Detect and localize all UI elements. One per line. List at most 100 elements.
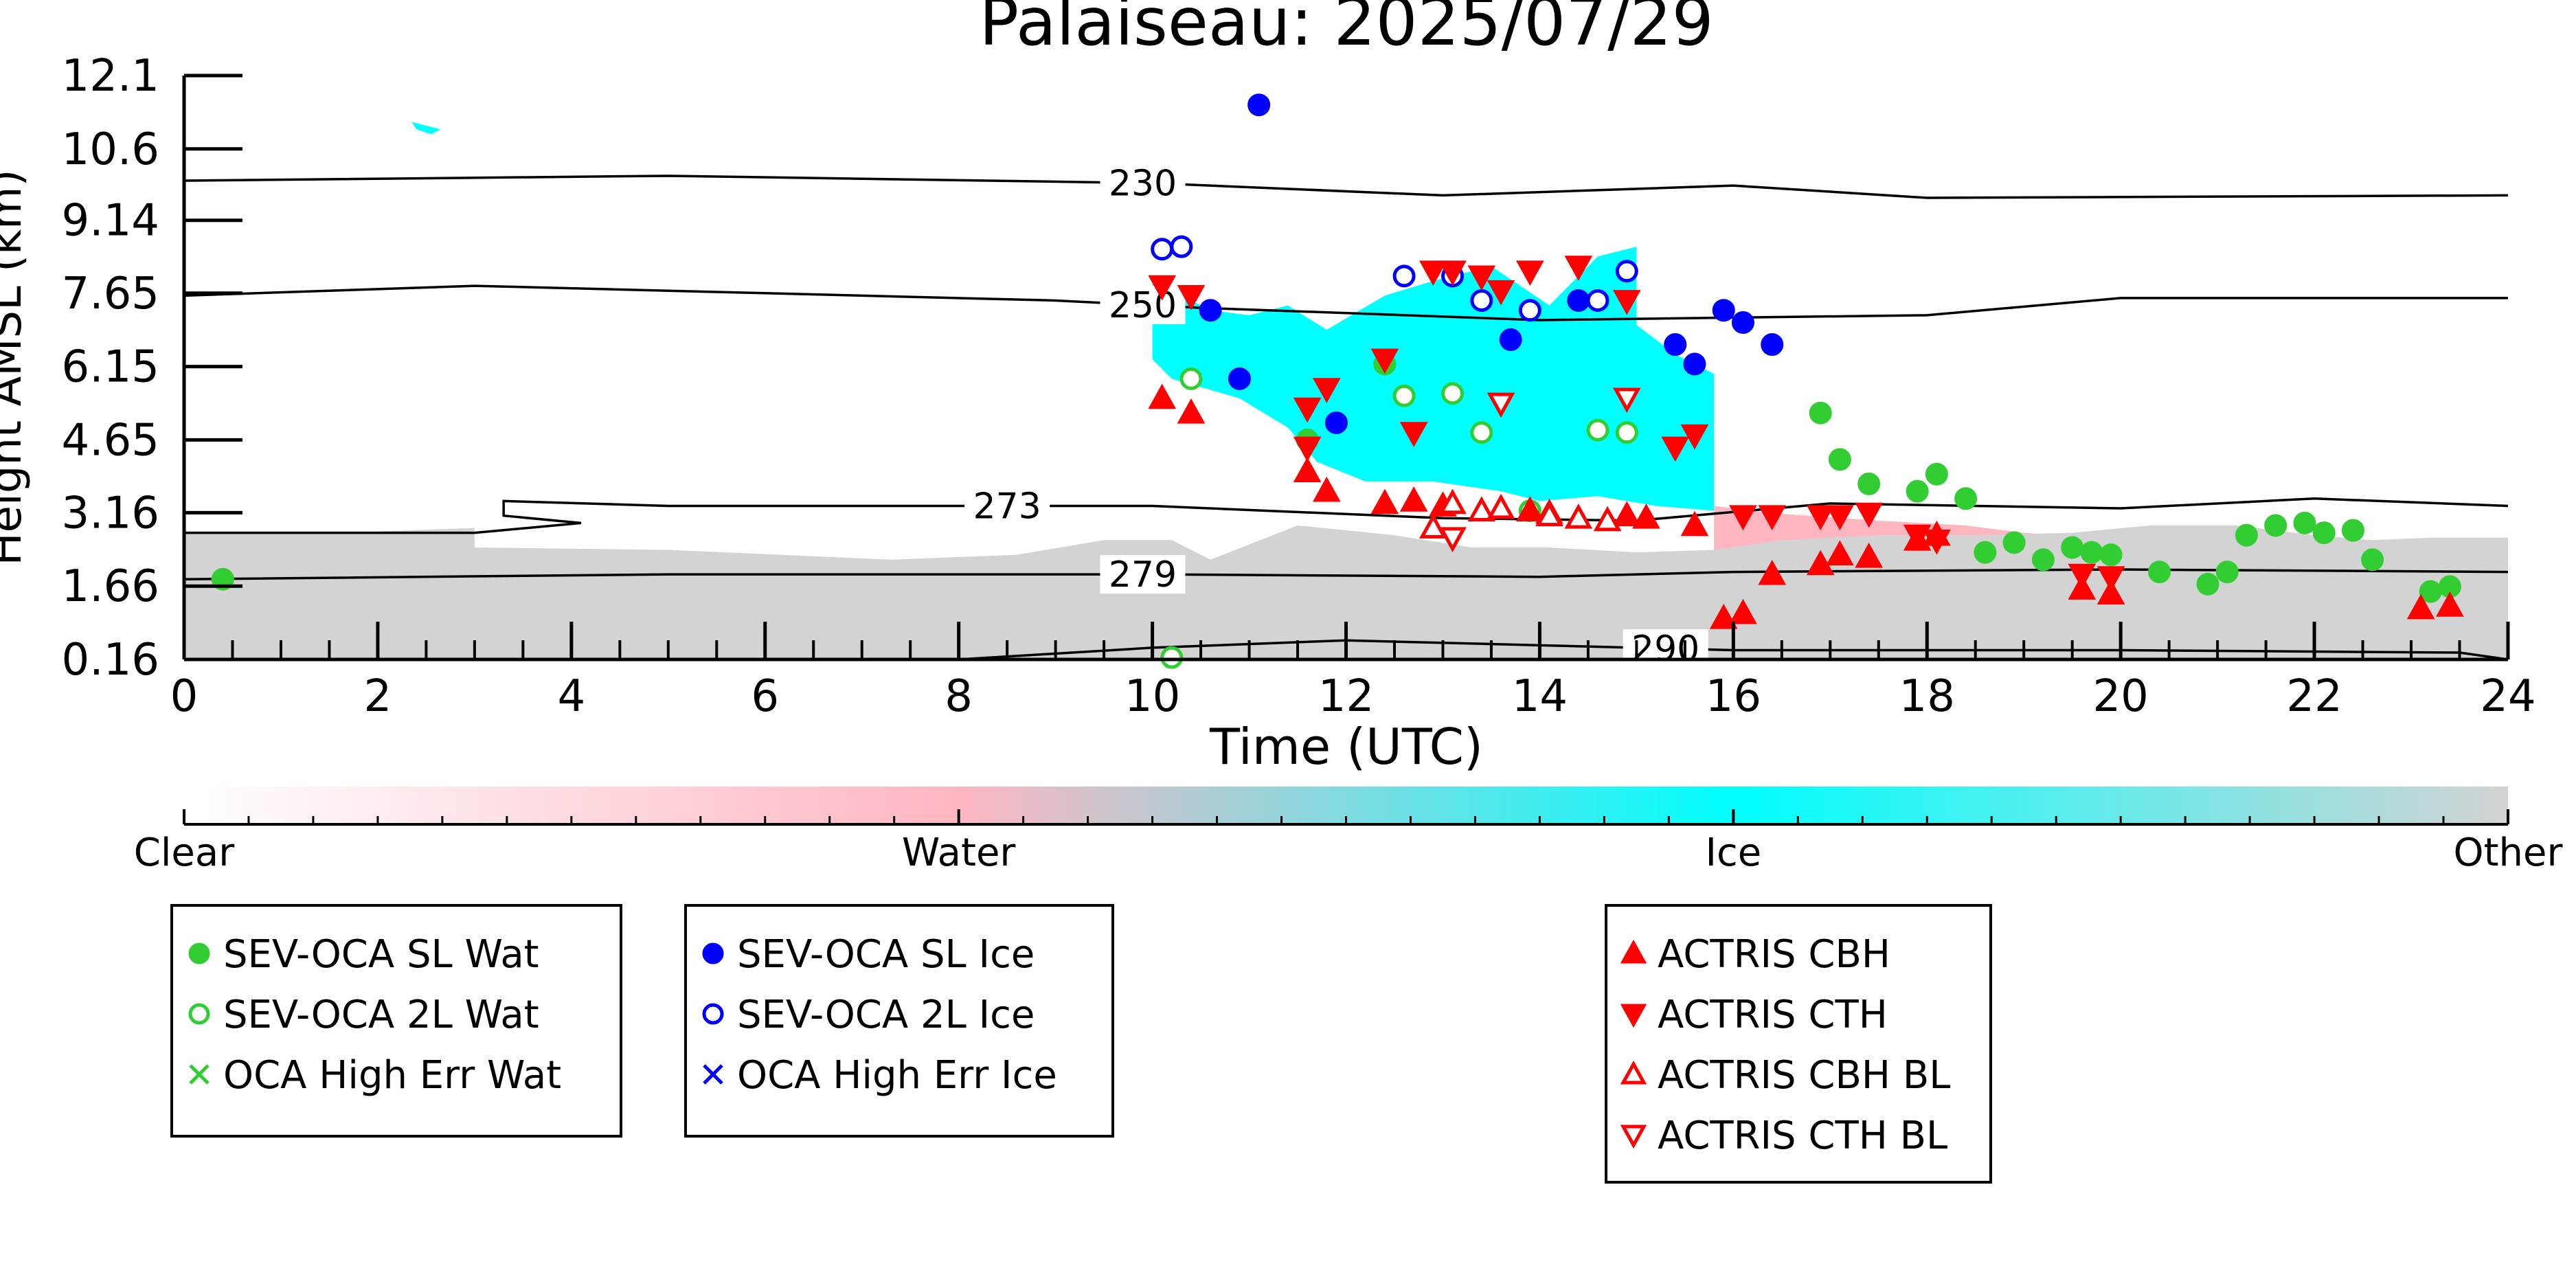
marker-sev-oca-sl-ice [1683, 352, 1706, 376]
legend-box-1: SEV-OCA SL Wat SEV-OCA 2L Wat OCA High Err… [170, 904, 622, 1138]
legend-label-sev-oca-sl-ice: SEV-OCA SL Ice [737, 932, 1035, 977]
marker-actris-cbh [1515, 496, 1544, 521]
marker-sev-oca-sl-wat [2235, 523, 2258, 547]
legend-marker-actris-cbh-bl [1620, 1060, 1647, 1085]
legend-label-oca-high-err-wat: OCA High Err Wat [223, 1053, 561, 1098]
x-tick-label: 24 [2480, 671, 2535, 722]
marker-actris-cth [1758, 505, 1787, 530]
marker-sev-oca-2l-wat [1441, 382, 1465, 405]
marker-actris-cbh [1632, 504, 1660, 529]
marker-sev-oca-sl-ice [1499, 328, 1522, 351]
y-tick-label: 9.14 [62, 196, 160, 247]
marker-sev-oca-sl-wat [1828, 448, 1851, 471]
marker-actris-cbh [1312, 476, 1341, 502]
marker-sev-oca-sl-wat [1809, 401, 1832, 425]
marker-sev-oca-2l-wat [1586, 418, 1609, 442]
contour-line-230 [184, 174, 2508, 199]
marker-sev-oca-sl-wat [1906, 479, 1929, 503]
marker-actris-cth [1515, 260, 1544, 286]
marker-sev-oca-2l-ice [1470, 289, 1493, 312]
y-tick-label: 6.15 [62, 342, 160, 393]
marker-sev-oca-sl-wat [1857, 472, 1881, 495]
contour-label-background [1100, 163, 1186, 203]
marker-actris-cbh [1709, 603, 1738, 629]
x-axis-label: Time (UTC) [1209, 718, 1483, 776]
x-tick-label: 22 [2286, 671, 2342, 722]
marker-sev-oca-sl-wat [2293, 511, 2316, 534]
marker-actris-cbh-bl [1467, 496, 1496, 521]
marker-actris-cth [1399, 422, 1428, 447]
y-tick-label: 10.6 [62, 124, 160, 175]
marker-sev-oca-sl-ice [1664, 333, 1687, 357]
marker-sev-oca-sl-wat [2031, 548, 2055, 572]
marker-sev-oca-sl-wat [1954, 487, 1978, 510]
marker-actris-cth [1148, 275, 1177, 301]
marker-actris-cth [1806, 505, 1835, 530]
x-tick-label: 6 [751, 671, 779, 722]
marker-sev-oca-2l-ice [1392, 264, 1416, 288]
marker-actris-cth [1419, 260, 1447, 286]
marker-actris-cbh [2406, 594, 2435, 620]
marker-actris-cth [1855, 502, 1884, 528]
marker-sev-oca-sl-wat [2061, 536, 2084, 559]
marker-sev-oca-2l-ice [1586, 289, 1609, 312]
marker-actris-cth [1293, 436, 1322, 462]
marker-actris-cbh [1370, 488, 1399, 515]
x-tick-label: 20 [2092, 671, 2148, 722]
legend-frame [1605, 904, 1992, 1184]
marker-actris-cbh [1806, 550, 1835, 576]
marker-actris-cth [1903, 524, 1932, 550]
legend-frame [170, 904, 622, 1138]
x-tick-label: 8 [945, 671, 973, 722]
marker-sev-oca-sl-ice [1324, 411, 1348, 434]
marker-actris-cth [1293, 397, 1322, 423]
legend-label-actris-cbh-bl: ACTRIS CBH BL [1658, 1053, 1950, 1098]
marker-actris-cbh [1758, 559, 1787, 585]
marker-actris-cth-bl [1487, 392, 1515, 418]
legend-marker-actris-cth-bl [1620, 1125, 1647, 1149]
marker-actris-cth [1826, 505, 1854, 530]
marker-sev-oca-sl-wat [2148, 561, 2171, 584]
marker-sev-oca-sl-ice [1567, 289, 1590, 312]
marker-actris-cth [1680, 424, 1709, 450]
marker-actris-cbh [1826, 540, 1854, 566]
marker-actris-cbh [1148, 383, 1177, 409]
marker-actris-cbh [1293, 457, 1322, 483]
marker-sev-oca-2l-ice [1615, 260, 1638, 283]
y-tick-label: 1.66 [62, 561, 160, 612]
marker-sev-oca-2l-ice [1170, 235, 1193, 258]
contour-label-273: 273 [973, 486, 1041, 527]
x-axis-ticks: 0 2 4 6 8 10 12 14 16 18 20 22 24 [170, 622, 2536, 722]
marker-sev-oca-sl-ice [1712, 299, 1735, 322]
marker-actris-cth [2097, 566, 2125, 591]
chart-title: Palaiseau: 2025/07/29 [979, 0, 1714, 60]
y-tick-label: 0.16 [62, 635, 160, 686]
legend-label-actris-cbh: ACTRIS CBH [1658, 932, 1890, 977]
colorbar-label-ice: Ice [1705, 831, 1761, 875]
y-tick-label: 7.65 [62, 269, 160, 319]
contour-label-background [1100, 285, 1186, 324]
x-tick-label: 2 [364, 671, 392, 722]
marker-sev-oca-sl-wat [2361, 548, 2384, 572]
marker-actris-cth [1487, 280, 1515, 306]
retrieval-markers [211, 93, 2464, 669]
colorbar-label-water: Water [902, 831, 1017, 875]
marker-sev-oca-sl-wat [2080, 541, 2103, 564]
marker-actris-cbh [1855, 542, 1884, 568]
colorbar-label-other: Other [2453, 831, 2563, 875]
x-tick-label: 10 [1125, 671, 1180, 722]
cloud-mask-region-ice [411, 122, 441, 135]
cloud-mask-region-ice [1152, 247, 1715, 511]
legend-marker-sev-oca-2l-ice [702, 1003, 724, 1025]
contour-line-273 [184, 497, 2508, 534]
marker-actris-cth [1729, 505, 1757, 530]
marker-sev-oca-sl-wat [2419, 580, 2442, 603]
x-tick-label: 4 [557, 671, 585, 722]
x-tick-label: 18 [1899, 671, 1955, 722]
marker-actris-cbh [1612, 501, 1641, 527]
marker-actris-cth [1438, 260, 1467, 286]
legend-label-actris-cth: ACTRIS CTH [1658, 993, 1888, 1037]
marker-actris-cth [1612, 290, 1641, 315]
legend-label-sev-oca-2l-ice: SEV-OCA 2L Ice [737, 993, 1035, 1037]
marker-sev-oca-sl-wat [2215, 561, 2239, 584]
